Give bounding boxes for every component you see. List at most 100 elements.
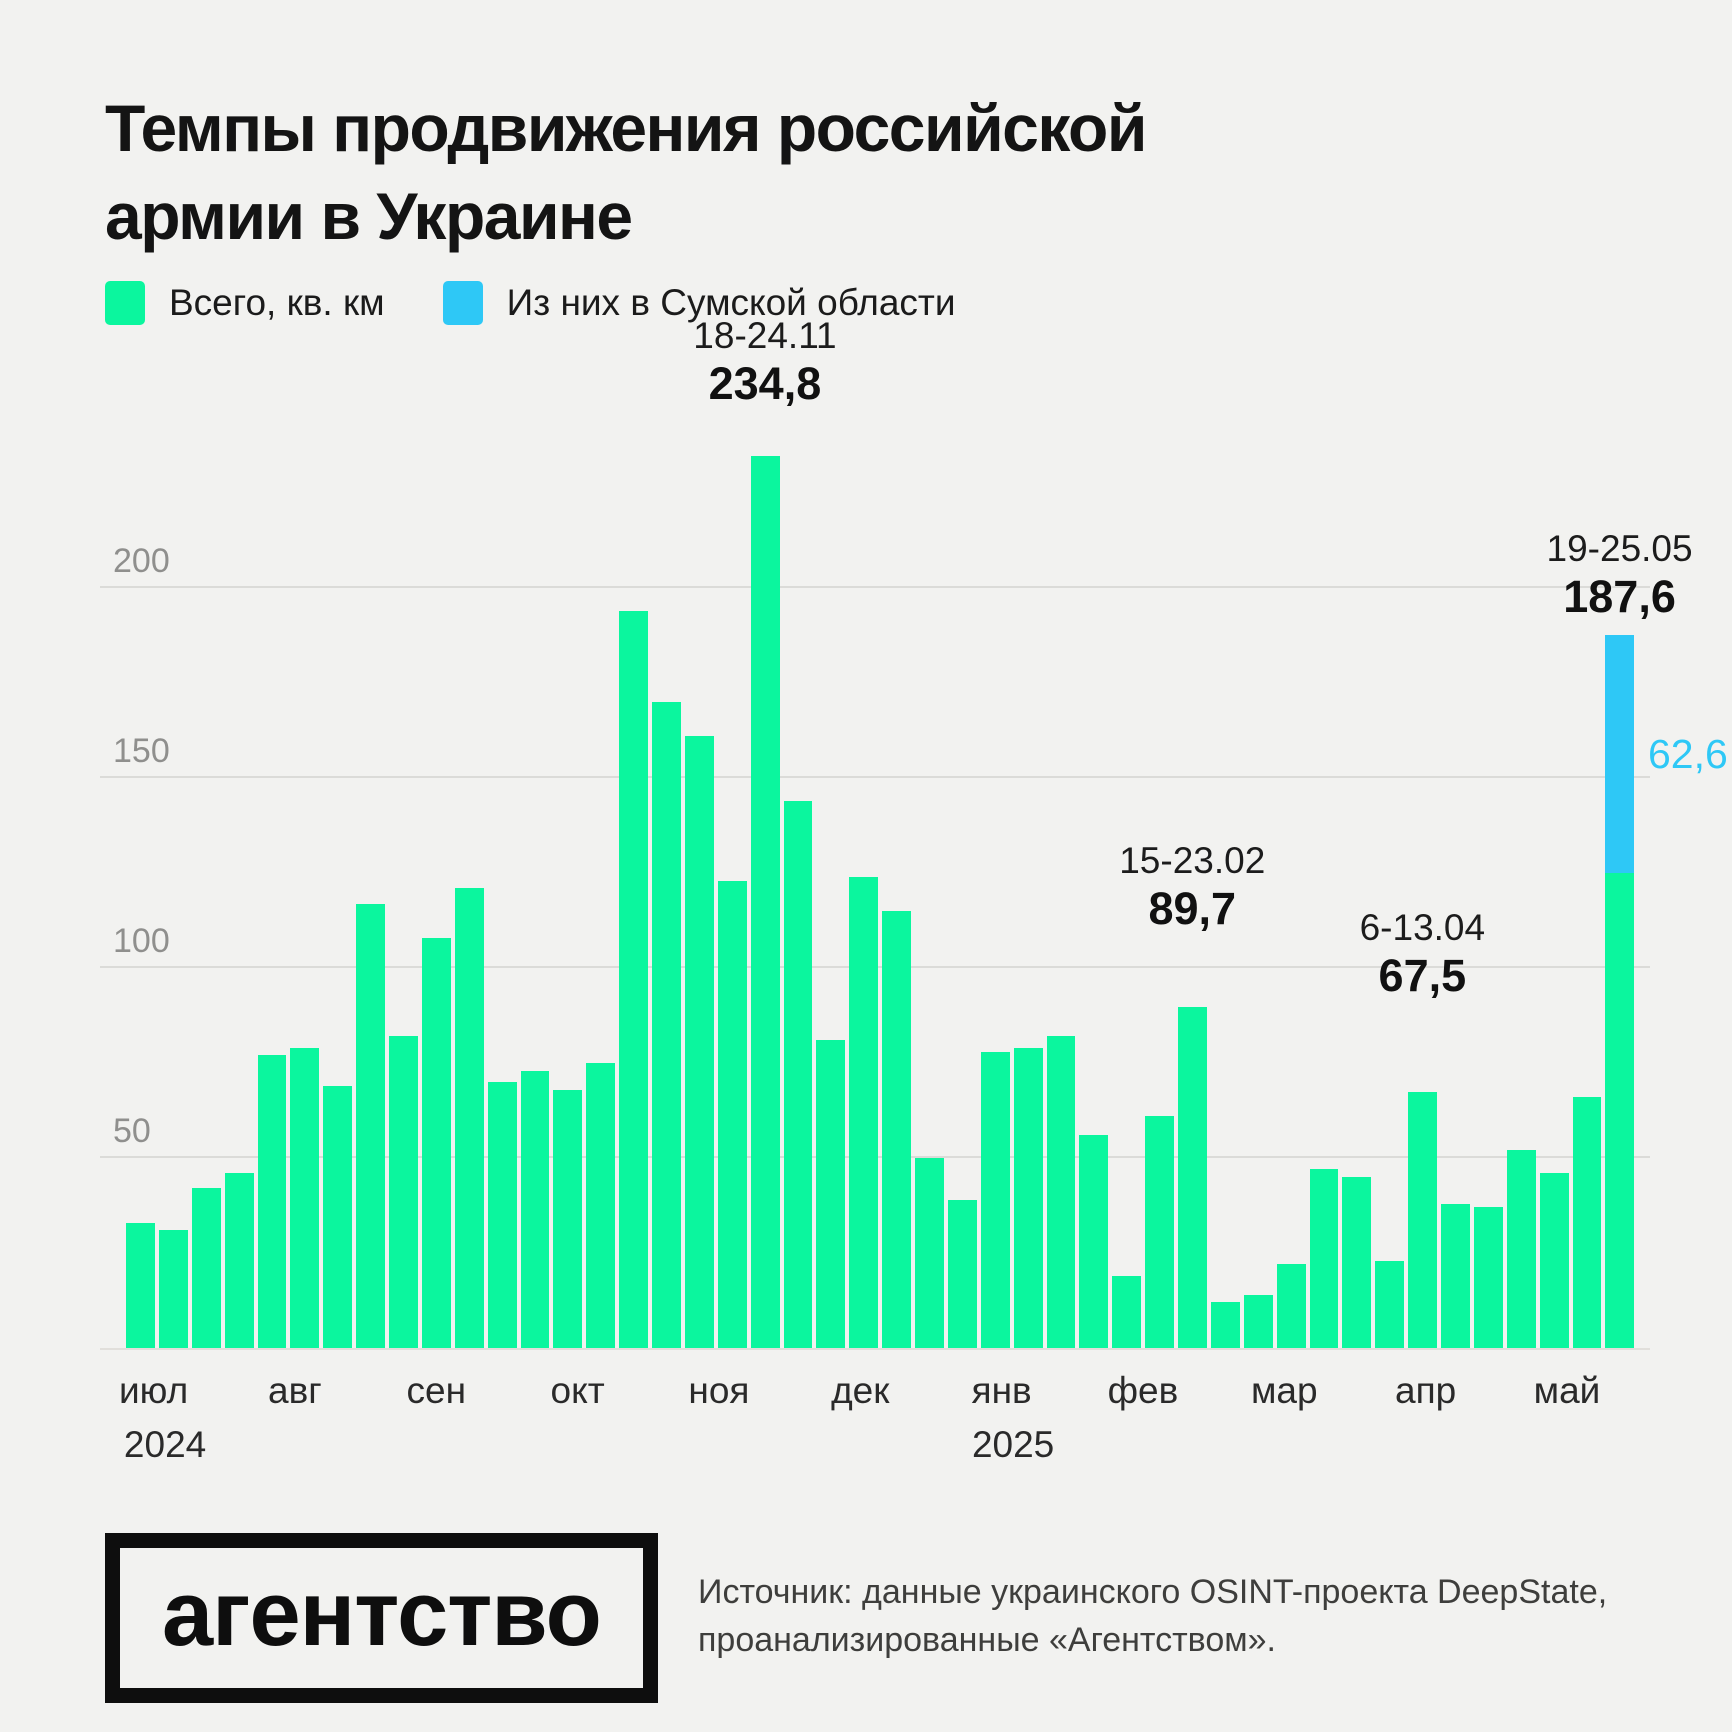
annotation-date: 15-23.02 <box>1119 840 1266 882</box>
year-label-2025: 2025 <box>971 1424 1055 1465</box>
annotation-date: 6-13.04 <box>1359 906 1486 948</box>
bar-week-32 <box>1145 440 1174 1348</box>
y-tick-label-100: 100 <box>113 922 170 961</box>
bar-week-14 <box>553 440 583 1348</box>
bar-week-20 <box>750 440 780 1348</box>
bar-week-28 <box>1013 440 1043 1348</box>
bar-week-6 <box>290 440 320 1348</box>
month-label-сен: сен <box>406 1370 467 1411</box>
page-title-line1: Темпы продвижения российской <box>105 91 1147 165</box>
bar-week-36 <box>1276 440 1306 1348</box>
bar-segment-total <box>1112 1275 1142 1348</box>
bar-week-38 <box>1342 440 1372 1348</box>
annotation-date: 18-24.11 <box>693 314 837 356</box>
bar-week-27 <box>980 440 1010 1348</box>
month-label-мар: мар <box>1250 1370 1318 1411</box>
bar-segment-total <box>1408 1091 1437 1348</box>
sumy-swatch-icon <box>442 281 483 325</box>
y-tick-label-200: 200 <box>113 542 170 581</box>
bar-segment-total <box>553 1089 583 1348</box>
bar-segment-total <box>323 1085 353 1348</box>
bar-week-3 <box>191 440 221 1348</box>
month-label-фев: фев <box>1107 1370 1179 1411</box>
legend-label-total: Всего, кв. км <box>169 282 385 323</box>
bar-week-40 <box>1408 440 1437 1348</box>
annotation-19-25.05: 19-25.05 187,6 <box>1547 527 1693 623</box>
annotation-15-23.02: 15-23.02 89,7 <box>1119 839 1265 935</box>
bar-segment-total <box>1375 1260 1405 1348</box>
bar-segment-total <box>224 1173 254 1348</box>
annotation-date: 19-25.05 <box>1546 528 1693 570</box>
legend-label-sumy: Из них в Сумской области <box>506 282 956 323</box>
bar-segment-total <box>980 1051 1010 1348</box>
sumy-value-label: 62,6 <box>1648 731 1728 778</box>
bar-week-42 <box>1473 440 1503 1348</box>
bar-week-37 <box>1309 440 1339 1348</box>
bar-segment-total <box>816 1040 846 1348</box>
bar-week-45 <box>1572 440 1602 1348</box>
bar-week-15 <box>586 440 616 1348</box>
year-label-2024: 2024 <box>123 1424 207 1465</box>
bar-segment-total <box>1506 1150 1536 1348</box>
bar-segment-total <box>1210 1302 1240 1348</box>
bar-segment-total <box>684 736 714 1348</box>
bar-segment-total <box>1243 1294 1273 1348</box>
bar-week-18 <box>684 440 714 1348</box>
bar-segment-total <box>783 800 813 1348</box>
bar-week-26 <box>947 440 977 1348</box>
bar-segment-total <box>158 1230 188 1348</box>
bar-week-12 <box>487 440 517 1348</box>
bar-week-34 <box>1210 440 1240 1348</box>
legend: Всего, кв. км Из них в Сумской области <box>105 281 956 325</box>
bar-segment-total <box>1342 1177 1372 1348</box>
bar-segment-total <box>652 702 681 1348</box>
month-axis: июл авг сен окт ноя дек янв фев мар апр май <box>100 1370 1650 1414</box>
bar-week-22 <box>816 440 846 1348</box>
bar-segment-total <box>487 1082 517 1348</box>
bar-week-43 <box>1506 440 1536 1348</box>
month-label-дек: дек <box>831 1370 890 1411</box>
annotation-value: 187,6 <box>1563 571 1676 623</box>
bar-week-19 <box>717 440 747 1348</box>
bar-week-1 <box>126 440 155 1348</box>
bar-segment-total <box>1079 1135 1109 1348</box>
bar-segment-total <box>947 1199 977 1348</box>
annotation-6-13.04: 6-13.04 67,5 <box>1360 906 1486 1002</box>
bar-segment-total <box>882 911 911 1348</box>
bar-week-33 <box>1178 440 1207 1348</box>
bar-segment-sumy <box>1605 635 1635 874</box>
bar-segment-total <box>1178 1007 1207 1348</box>
year-axis: 2024 2025 <box>100 1424 1650 1468</box>
bar-segment-total <box>1013 1047 1043 1348</box>
y-tick-label-50: 50 <box>113 1112 151 1151</box>
total-swatch-icon <box>105 281 145 325</box>
annotation-18-24.11: 18-24.11 234,8 <box>693 314 836 410</box>
bar-week-35 <box>1243 440 1273 1348</box>
month-label-янв: янв <box>971 1370 1032 1411</box>
agentstvo-logo-text: агентство <box>162 1562 602 1665</box>
bar-segment-total <box>1572 1097 1602 1348</box>
bar-segment-total <box>849 876 879 1348</box>
bar-week-2 <box>158 440 188 1348</box>
bar-week-8 <box>356 440 385 1348</box>
gridline-200 <box>100 586 1650 589</box>
bar-week-29 <box>1046 440 1076 1348</box>
bar-segment-total <box>257 1055 287 1348</box>
bar-segment-total <box>1309 1169 1339 1348</box>
bar-week-9 <box>389 440 418 1348</box>
bar-segment-total <box>1605 873 1635 1348</box>
bar-week-21 <box>783 440 813 1348</box>
bar-week-13 <box>520 440 550 1348</box>
annotation-value: 67,5 <box>1378 949 1467 1001</box>
bar-week-39 <box>1375 440 1405 1348</box>
bar-week-5 <box>257 440 287 1348</box>
bar-segment-total <box>1276 1264 1306 1348</box>
bar-week-4 <box>224 440 254 1348</box>
bar-segment-total <box>389 1036 418 1348</box>
legend-item-total: Всего, кв. км <box>105 281 385 325</box>
annotation-value: 234,8 <box>708 357 822 409</box>
y-tick-label-150: 150 <box>113 732 170 771</box>
bar-week-23 <box>849 440 879 1348</box>
bar-segment-total <box>619 610 648 1348</box>
bar-segment-total <box>191 1188 221 1348</box>
